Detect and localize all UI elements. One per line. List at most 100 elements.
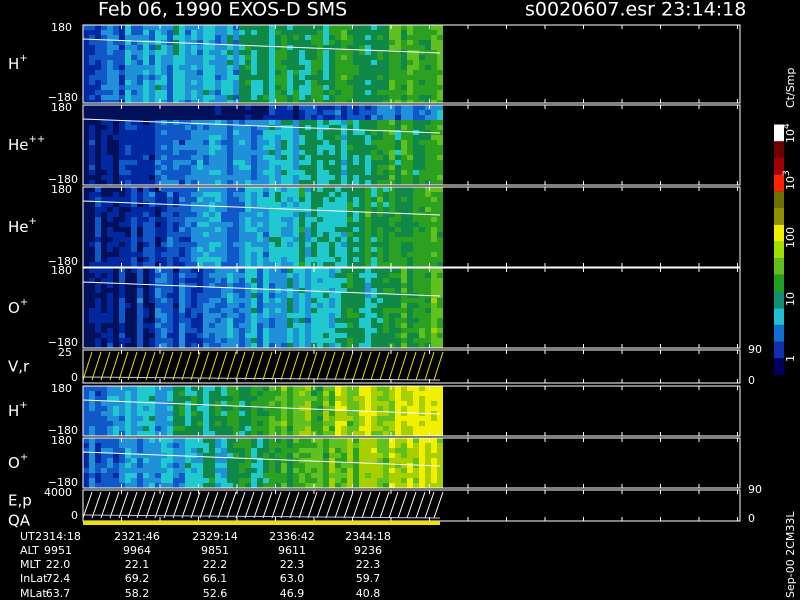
spectrogram-cell (185, 333, 191, 338)
spectrogram-cell (215, 110, 221, 115)
spectrogram-cell (353, 298, 359, 303)
spectrogram-cell (359, 237, 365, 242)
spectrogram-cell (317, 145, 323, 150)
spectrogram-cell (95, 140, 101, 145)
spectrogram-cell (167, 25, 173, 30)
spectrogram-cell (311, 45, 317, 50)
spectrogram-cell (83, 222, 89, 227)
spectrogram-cell (269, 252, 275, 257)
spectrogram-cell (113, 30, 119, 35)
spectrogram-cell (299, 318, 305, 323)
spectrogram-cell (257, 175, 263, 180)
spectrogram-cell (89, 333, 95, 338)
spectrogram-cell (149, 110, 155, 115)
spectrogram-cell (239, 288, 245, 293)
spectrogram-cell (257, 100, 263, 103)
spectrogram-cell (251, 70, 257, 75)
spectrogram-cell (329, 120, 335, 125)
spectrogram-cell (275, 135, 281, 140)
spectrogram-cell (83, 30, 89, 35)
spectrogram-cell (101, 478, 107, 483)
spectrogram-cell (89, 308, 95, 313)
hatch (289, 351, 300, 381)
spectrogram-cell (149, 95, 155, 100)
spectrogram-cell (251, 293, 257, 298)
spectrogram-cell (437, 40, 443, 45)
spectrogram-cell (329, 45, 335, 50)
spectrogram-cell (227, 458, 233, 463)
spectrogram-cell (179, 308, 185, 313)
spectrogram-cell (185, 313, 191, 318)
spectrogram-cell (341, 160, 347, 165)
spectrogram-cell (227, 468, 233, 473)
spectrogram-cell (317, 386, 323, 391)
spectrogram-cell (233, 406, 239, 411)
spectrogram-cell (263, 227, 269, 232)
spectrogram-cell (137, 343, 143, 348)
spectrogram-cell (173, 30, 179, 35)
spectrogram-cell (101, 338, 107, 343)
spectrogram-cell (395, 323, 401, 328)
spectrogram-cell (149, 192, 155, 197)
spectrogram-cell (185, 406, 191, 411)
spectrogram-cell (233, 95, 239, 100)
spectrogram-cell (197, 192, 203, 197)
spectrogram-cell (305, 262, 311, 267)
spectrogram-cell (155, 75, 161, 80)
spectrogram-cell (107, 458, 113, 463)
spectrogram-cell (215, 202, 221, 207)
spectrogram-cell (419, 252, 425, 257)
spectrogram-cell (197, 150, 203, 155)
spectrogram-cell (413, 426, 419, 431)
spectrogram-cell (245, 247, 251, 252)
spectrogram-cell (431, 155, 437, 160)
spectrogram-cell (425, 65, 431, 70)
spectrogram-cell (137, 247, 143, 252)
spectrogram-cell (233, 318, 239, 323)
spectrogram-cell (89, 145, 95, 150)
spectrogram-cell (419, 175, 425, 180)
spectrogram-cell (113, 160, 119, 165)
spectrogram-cell (299, 396, 305, 401)
spectrogram-cell (95, 426, 101, 431)
spectrogram-cell (347, 237, 353, 242)
spectrogram-cell (275, 105, 281, 110)
spectrogram-cell (179, 60, 185, 65)
spectrogram-cell (245, 217, 251, 222)
spectrogram-cell (179, 25, 185, 30)
spectrogram-cell (179, 217, 185, 222)
spectrogram-cell (329, 80, 335, 85)
spectrogram-cell (131, 318, 137, 323)
spectrogram-cell (209, 416, 215, 421)
spectrogram-cell (173, 278, 179, 283)
spectrogram-cell (389, 30, 395, 35)
spectrogram-cell (101, 60, 107, 65)
spectrogram-cell (95, 227, 101, 232)
spectrogram-cell (107, 170, 113, 175)
spectrogram-cell (437, 202, 443, 207)
spectrogram-cell (221, 453, 227, 458)
spectrogram-cell (359, 25, 365, 30)
spectrogram-cell (389, 197, 395, 202)
spectrogram-cell (275, 431, 281, 436)
spectrogram-cell (215, 273, 221, 278)
spectrogram-cell (221, 483, 227, 488)
spectrogram-cell (125, 105, 131, 110)
spectrogram-cell (83, 170, 89, 175)
spectrogram-cell (137, 416, 143, 421)
spectrogram-cell (293, 313, 299, 318)
spectrogram-cell (269, 95, 275, 100)
spectrogram-cell (233, 273, 239, 278)
spectrogram-cell (227, 411, 233, 416)
spectrogram-cell (353, 120, 359, 125)
spectrogram-cell (227, 303, 233, 308)
spectrogram-cell (431, 60, 437, 65)
spectrogram-cell (275, 155, 281, 160)
spectrogram-cell (113, 25, 119, 30)
spectrogram-cell (107, 135, 113, 140)
spectrogram-cell (131, 135, 137, 140)
spectrogram-cell (341, 65, 347, 70)
spectrogram-cell (347, 207, 353, 212)
spectrogram-cell (263, 165, 269, 170)
spectrogram-cell (197, 135, 203, 140)
